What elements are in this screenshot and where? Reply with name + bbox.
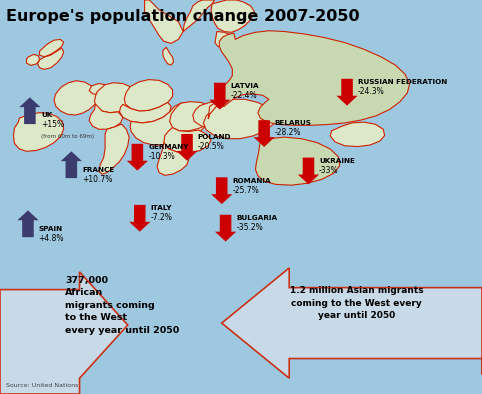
Polygon shape — [124, 80, 173, 111]
Polygon shape — [215, 215, 236, 242]
Text: BULGARIA: BULGARIA — [236, 215, 277, 221]
Polygon shape — [215, 32, 235, 48]
Text: ROMANIA: ROMANIA — [232, 178, 271, 184]
Text: UK: UK — [41, 112, 52, 118]
Text: BELARUS: BELARUS — [275, 120, 312, 126]
Text: (from 60m to 69m): (from 60m to 69m) — [41, 134, 94, 139]
Polygon shape — [163, 47, 174, 65]
Text: RUSSIAN FEDERATION: RUSSIAN FEDERATION — [358, 79, 447, 85]
Polygon shape — [254, 120, 275, 147]
Polygon shape — [298, 158, 319, 184]
Text: Source: United Nations: Source: United Nations — [6, 383, 78, 388]
Text: -7.2%: -7.2% — [150, 213, 172, 222]
Text: -28.2%: -28.2% — [275, 128, 301, 137]
Polygon shape — [203, 99, 276, 139]
Polygon shape — [183, 0, 214, 32]
Text: 1.2 million Asian migrants
coming to the West every
year until 2050: 1.2 million Asian migrants coming to the… — [290, 286, 424, 320]
Polygon shape — [145, 0, 183, 43]
Text: -33%: -33% — [319, 165, 339, 175]
Text: -25.7%: -25.7% — [232, 186, 259, 195]
Polygon shape — [216, 31, 410, 125]
Text: -10.3%: -10.3% — [148, 152, 175, 161]
Text: 377,000
African
migrants coming
to the West
every year until 2050: 377,000 African migrants coming to the W… — [65, 276, 179, 335]
Text: -24.3%: -24.3% — [358, 87, 384, 96]
Text: ITALY: ITALY — [150, 205, 172, 211]
Polygon shape — [157, 143, 189, 175]
Polygon shape — [336, 79, 358, 106]
Polygon shape — [222, 268, 482, 378]
Polygon shape — [164, 128, 211, 153]
Polygon shape — [211, 0, 254, 32]
Text: GERMANY: GERMANY — [148, 144, 189, 150]
Polygon shape — [17, 210, 39, 237]
Text: +10.7%: +10.7% — [82, 175, 112, 184]
Polygon shape — [38, 48, 64, 69]
Text: SPAIN: SPAIN — [39, 226, 63, 232]
Polygon shape — [208, 102, 221, 119]
Polygon shape — [120, 102, 171, 123]
Text: +15%: +15% — [41, 120, 64, 129]
Polygon shape — [27, 54, 40, 65]
Polygon shape — [54, 81, 99, 115]
Polygon shape — [176, 134, 198, 161]
Polygon shape — [127, 144, 148, 171]
Text: +4.8%: +4.8% — [39, 234, 64, 243]
Text: UKRAINE: UKRAINE — [319, 158, 355, 164]
Polygon shape — [99, 124, 129, 174]
Polygon shape — [89, 104, 123, 129]
Text: -20.5%: -20.5% — [198, 142, 224, 151]
Polygon shape — [170, 102, 214, 131]
Polygon shape — [40, 39, 64, 57]
Polygon shape — [0, 272, 128, 394]
Text: Europe's population change 2007-2050: Europe's population change 2007-2050 — [6, 9, 360, 24]
Text: LATVIA: LATVIA — [230, 83, 259, 89]
Polygon shape — [330, 122, 385, 147]
Polygon shape — [211, 177, 232, 204]
Polygon shape — [193, 102, 239, 128]
Polygon shape — [61, 151, 82, 178]
Text: -35.2%: -35.2% — [236, 223, 263, 232]
Text: FRANCE: FRANCE — [82, 167, 114, 173]
Polygon shape — [13, 113, 64, 151]
Polygon shape — [130, 102, 208, 145]
Text: POLAND: POLAND — [198, 134, 231, 140]
Polygon shape — [19, 97, 40, 124]
Polygon shape — [209, 83, 230, 110]
Polygon shape — [94, 83, 137, 113]
Polygon shape — [89, 84, 108, 95]
Polygon shape — [129, 205, 150, 232]
Text: -22.4%: -22.4% — [230, 91, 257, 100]
Polygon shape — [255, 137, 340, 185]
